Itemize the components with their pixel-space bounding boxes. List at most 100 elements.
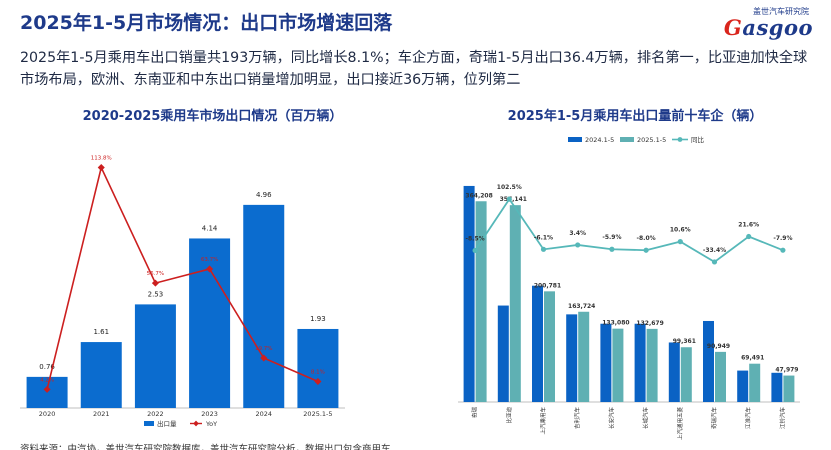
right-bar-label: 69,491	[741, 355, 764, 362]
left-bar-label: 0.76	[39, 363, 55, 371]
source-note: 资料来源：中汽协，盖世汽车研究院数据库，盖世汽车研究院分析，数据出口包含商用车	[20, 444, 391, 450]
right-yoy-label: -6.1%	[534, 234, 553, 241]
right-legend-2024-label: 2024.1-5	[585, 136, 614, 144]
right-yoy-point	[711, 259, 718, 265]
logo-en-text: Gasgoo	[724, 15, 813, 40]
left-bar-label: 4.96	[256, 191, 272, 199]
right-bar-label: 90,949	[707, 343, 730, 350]
left-x-tick-label: 2024	[255, 410, 272, 418]
right-bar-2025	[749, 363, 761, 402]
right-yoy-label: -8.5%	[466, 235, 485, 242]
logo-en-rest: asgoo	[742, 15, 813, 40]
right-x-tick-label: 江淮汽车	[744, 407, 752, 430]
right-bar-2025	[783, 375, 795, 402]
left-bar-label: 1.61	[93, 328, 109, 336]
right-x-tick-label: 上汽通用五菱	[676, 407, 684, 441]
left-yoy-point	[151, 279, 159, 287]
left-yoy-point	[206, 265, 214, 273]
right-bar-2024	[634, 323, 646, 402]
left-yoy-line	[46, 165, 319, 390]
left-yoy-point	[260, 354, 268, 362]
logo-g-mark: G	[723, 15, 743, 40]
left-bar	[134, 304, 176, 408]
right-bar-label: 132,679	[636, 320, 663, 327]
right-bar-label: 364,208	[465, 192, 492, 199]
right-legend-2025-label: 2025.1-5	[637, 136, 666, 144]
right-chart-title: 2025年1-5月乘用车出口量前十车企（辆）	[507, 109, 763, 124]
page-title: 2025年1-5月市场情况：出口市场增速回落	[20, 12, 393, 34]
right-bar-2025	[509, 205, 521, 402]
right-yoy-point	[746, 233, 752, 240]
right-legend-line-label: 同比	[691, 135, 705, 144]
left-yoy-label: 19.7%	[255, 346, 272, 352]
right-yoy-point	[677, 239, 683, 245]
right-legend-2025-swatch	[620, 137, 634, 142]
right-yoy-point	[540, 246, 547, 252]
right-bar-label: 47,979	[775, 367, 798, 374]
left-x-tick-label: 2021	[93, 410, 110, 418]
right-x-tick-label: 长安汽车	[607, 407, 615, 430]
left-x-tick-label: 2023	[201, 410, 218, 418]
right-yoy-label: 3.4%	[569, 230, 586, 237]
right-yoy-label: 102.5%	[497, 184, 522, 191]
left-x-tick-label: 2025.1-5	[303, 410, 332, 418]
left-bar	[80, 342, 122, 408]
right-bar-2024	[737, 370, 749, 402]
right-yoy-point	[780, 247, 786, 253]
right-yoy-line	[474, 197, 784, 264]
right-yoy-label: -8.0%	[637, 235, 656, 242]
right-bar-2024	[703, 320, 714, 402]
right-x-tick-label: 奇瑞	[471, 407, 479, 419]
right-yoy-label: 21.6%	[738, 222, 759, 229]
left-yoy-label: 113.8%	[91, 156, 112, 162]
right-x-tick-label: 上汽乘用车	[539, 407, 547, 435]
left-x-tick-label: 2022	[147, 410, 164, 418]
right-legend-line-marker	[677, 137, 683, 142]
right-yoy-label: -5.9%	[602, 234, 621, 241]
left-yoy-point	[43, 385, 51, 393]
right-bar-2024	[600, 323, 612, 402]
left-yoy-label: 56.7%	[147, 271, 164, 277]
right-x-tick-label: 吉利汽车	[573, 407, 581, 430]
right-bar-2025	[578, 311, 590, 402]
left-bar-label: 2.53	[148, 290, 164, 298]
right-x-tick-label: 奇瑞汽车	[710, 407, 718, 430]
right-bar-label: 163,724	[568, 303, 595, 310]
left-bar-label: 4.14	[202, 224, 218, 232]
right-bar-2025	[646, 328, 658, 402]
left-legend-bar-swatch	[144, 421, 154, 426]
right-bar-2025	[475, 201, 487, 402]
left-yoy-label: 4.2%	[40, 377, 54, 383]
right-yoy-point	[575, 242, 581, 248]
right-yoy-point	[506, 196, 512, 202]
right-bar-label: 200,781	[534, 282, 561, 289]
right-bar-2024	[497, 305, 509, 402]
left-yoy-point	[314, 377, 322, 386]
right-yoy-point	[609, 246, 615, 252]
right-yoy-label: 10.6%	[670, 227, 691, 234]
left-yoy-label: 63.7%	[201, 257, 218, 263]
right-x-tick-label: 比亚迪	[505, 407, 513, 424]
right-bar-label: 99,361	[673, 338, 696, 345]
left-legend-bar-label: 出口量	[157, 419, 177, 428]
logo-cn-text: 盖世汽车研究院	[753, 7, 809, 16]
right-x-tick-label: 江铃汽车	[778, 407, 786, 430]
left-yoy-label: 8.1%	[311, 369, 325, 375]
left-bar	[297, 328, 339, 408]
right-x-tick-label: 长城汽车	[642, 407, 650, 430]
right-bar-2025	[715, 351, 726, 402]
left-legend-line-marker	[193, 420, 199, 427]
right-bar-2024	[771, 372, 783, 402]
left-x-tick-label: 2020	[39, 410, 56, 418]
right-bar-2024	[532, 285, 543, 402]
left-bar-label: 1.93	[310, 315, 326, 323]
left-legend-line-label: YoY	[205, 420, 217, 428]
right-bar-2025	[680, 347, 692, 402]
right-bar-2024	[566, 314, 578, 402]
left-chart-title: 2020-2025乘用车市场出口情况（百万辆）	[82, 109, 343, 124]
gasgoo-logo: 盖世汽车研究院 Gasgoo	[723, 6, 813, 40]
right-bar-2025	[612, 328, 624, 402]
right-bar-label: 357,141	[500, 196, 527, 203]
